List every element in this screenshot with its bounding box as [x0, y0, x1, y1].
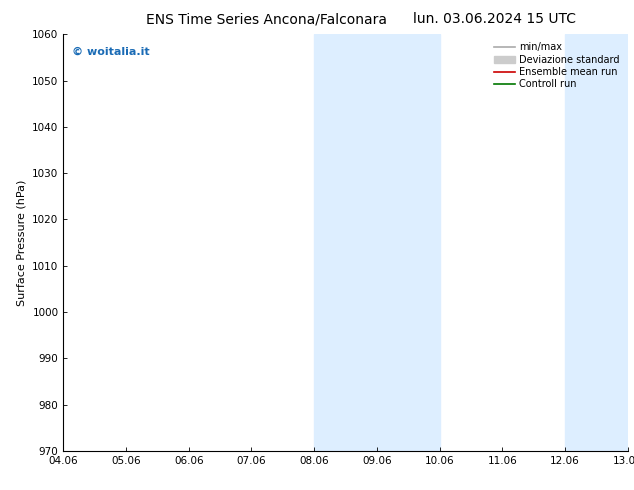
Text: © woitalia.it: © woitalia.it [72, 47, 150, 57]
Bar [314, 34, 377, 451]
Legend: min/max, Deviazione standard, Ensemble mean run, Controll run: min/max, Deviazione standard, Ensemble m… [491, 39, 623, 92]
Y-axis label: Surface Pressure (hPa): Surface Pressure (hPa) [16, 179, 27, 306]
Text: lun. 03.06.2024 15 UTC: lun. 03.06.2024 15 UTC [413, 12, 576, 26]
Text: ENS Time Series Ancona/Falconara: ENS Time Series Ancona/Falconara [146, 12, 387, 26]
Bar [377, 34, 439, 451]
Bar [565, 34, 628, 451]
